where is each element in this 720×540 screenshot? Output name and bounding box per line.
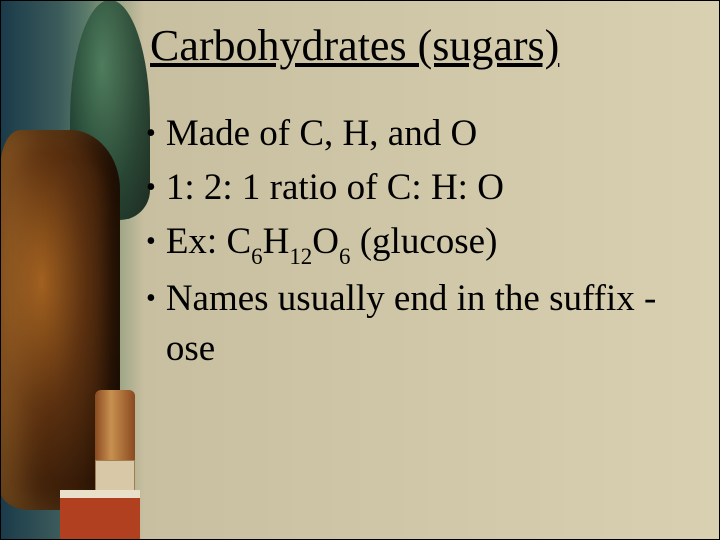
bullet-item: • Made of C, H, and O: [146, 109, 700, 159]
slide-title: Carbohydrates (sugars): [150, 20, 700, 71]
decorative-box: [60, 490, 140, 540]
formula-sub: 6: [339, 244, 350, 269]
bullet-item: • Names usually end in the suffix -ose: [146, 274, 700, 374]
bullet-text: 1: 2: 1 ratio of C: H: O: [166, 163, 700, 213]
bullet-item: • 1: 2: 1 ratio of C: H: O: [146, 163, 700, 213]
bullet-text: Made of C, H, and O: [166, 109, 700, 159]
formula-o: O: [312, 221, 339, 262]
bullet-item: • Ex: C6H12O6 (glucose): [146, 217, 700, 270]
bullet-dot-icon: •: [146, 223, 156, 270]
bullet-dot-icon: •: [146, 115, 156, 159]
bullet-text-formula: Ex: C6H12O6 (glucose): [166, 217, 700, 270]
bullet-text: Names usually end in the suffix -ose: [166, 274, 700, 374]
bullet-dot-icon: •: [146, 280, 156, 374]
formula-sub: 6: [251, 244, 262, 269]
slide-content: Carbohydrates (sugars) • Made of C, H, a…: [130, 10, 700, 520]
bullet-list: • Made of C, H, and O • 1: 2: 1 ratio of…: [146, 109, 700, 374]
bullet-dot-icon: •: [146, 169, 156, 213]
formula-h: H: [263, 221, 290, 262]
formula-sub: 12: [289, 244, 312, 269]
formula-suffix: (glucose): [350, 221, 497, 262]
formula-prefix: Ex: C: [166, 221, 251, 262]
